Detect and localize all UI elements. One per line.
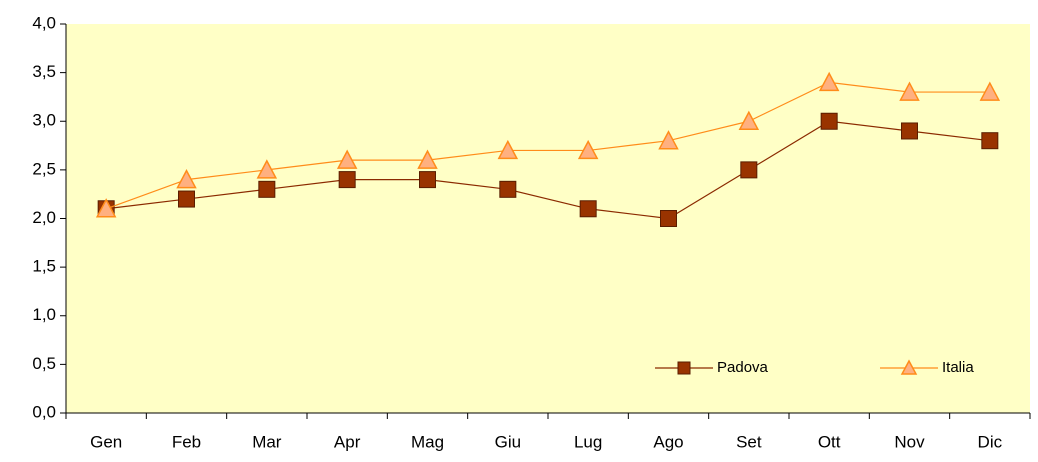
- point-marker: [256, 159, 278, 179]
- point-marker: [579, 200, 597, 218]
- x-tick-label: Ott: [818, 432, 841, 451]
- y-tick-label: 2,0: [32, 208, 56, 227]
- point-marker: [658, 130, 679, 150]
- legend-label: Italia: [942, 359, 974, 376]
- legend-marker: [677, 361, 691, 375]
- legend-marker: [900, 359, 918, 375]
- x-tick-label: Mag: [411, 432, 444, 451]
- point-marker: [338, 171, 356, 189]
- x-tick-label: Giu: [495, 432, 521, 451]
- y-tick-label: 3,5: [32, 62, 56, 81]
- point-marker: [820, 112, 838, 130]
- x-tick-label: Mar: [252, 432, 282, 451]
- point-marker: [178, 190, 195, 208]
- x-tick-label: Feb: [172, 432, 201, 451]
- point-marker: [979, 81, 1001, 101]
- point-marker: [981, 132, 999, 150]
- y-tick-label: 4,0: [32, 13, 56, 32]
- point-marker: [258, 180, 276, 198]
- point-marker: [738, 110, 760, 130]
- point-marker: [901, 122, 918, 140]
- y-tick-label: 3,0: [32, 111, 56, 130]
- y-tick-label: 0,5: [32, 354, 56, 373]
- point-marker: [899, 81, 920, 101]
- y-tick-label: 1,0: [32, 305, 56, 324]
- y-tick-label: 2,5: [32, 159, 56, 178]
- plot-area: [66, 24, 1030, 413]
- point-marker: [419, 171, 436, 189]
- point-marker: [499, 180, 517, 198]
- x-tick-label: Ago: [653, 432, 683, 451]
- x-tick-label: Dic: [978, 432, 1003, 451]
- point-marker: [176, 168, 197, 189]
- x-tick-label: Nov: [894, 432, 925, 451]
- point-marker: [497, 139, 519, 160]
- legend-label: Padova: [717, 359, 769, 376]
- point-marker: [95, 198, 117, 218]
- point-marker: [740, 161, 758, 179]
- x-tick-label: Set: [736, 432, 762, 451]
- series-line: [106, 120, 990, 220]
- y-tick-label: 1,5: [32, 257, 56, 276]
- x-tick-label: Gen: [90, 432, 122, 451]
- point-marker: [660, 210, 677, 227]
- point-marker: [417, 149, 438, 169]
- y-tick-label: 0,0: [32, 402, 56, 421]
- series-line: [105, 81, 990, 210]
- point-marker: [336, 149, 358, 169]
- x-tick-label: Apr: [334, 432, 361, 451]
- point-marker: [577, 139, 599, 160]
- point-marker: [818, 71, 840, 92]
- x-tick-label: Lug: [574, 432, 602, 451]
